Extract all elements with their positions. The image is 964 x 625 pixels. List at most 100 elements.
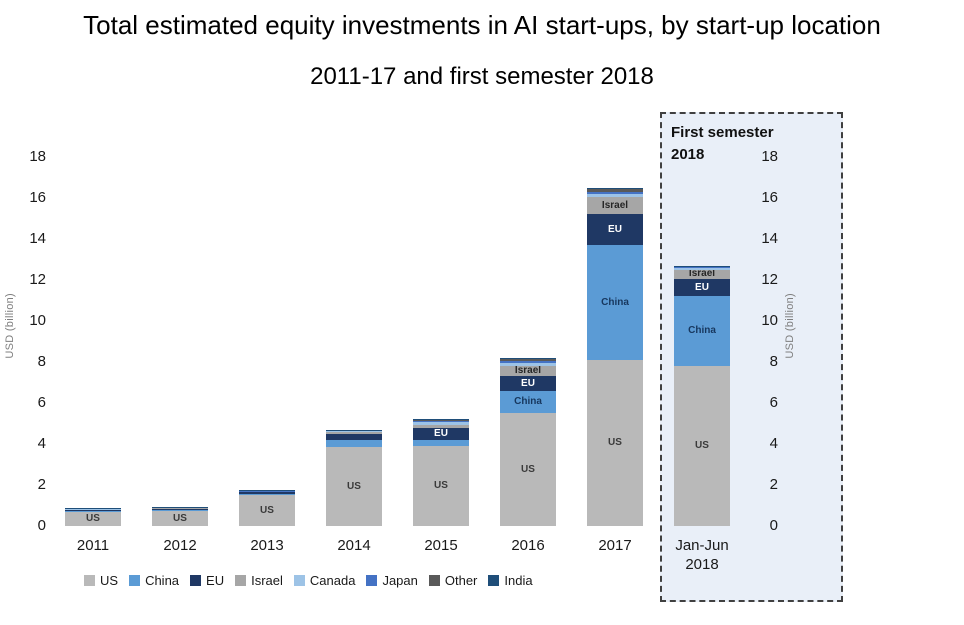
bar-segment-china-Jan-Jun-2018: China bbox=[674, 296, 730, 367]
legend-item-eu: EU bbox=[190, 573, 224, 588]
bar-segment-eu-2014 bbox=[326, 433, 382, 440]
bar-segment-us-2017: US bbox=[587, 359, 643, 526]
bar-segment-canada-2017 bbox=[587, 193, 643, 197]
bar-segment-japan-2014 bbox=[326, 430, 382, 432]
bar-segment-china-2016: China bbox=[500, 390, 556, 414]
legend-label: China bbox=[145, 573, 180, 588]
bar-segment-canada-2016 bbox=[500, 363, 556, 367]
segment-label: Israel bbox=[601, 199, 629, 211]
bar-segment-japan-2017 bbox=[587, 191, 643, 194]
bar-segment-us-2015: US bbox=[413, 446, 469, 526]
bar-segment-eu-2013 bbox=[239, 491, 295, 494]
bar-segment-india-2017 bbox=[587, 187, 643, 189]
legend: US China EU Israel Canada Japan Other India bbox=[84, 573, 533, 588]
x-axis-label-2: 2013 bbox=[250, 537, 284, 554]
y-tick-left-12: 12 bbox=[29, 271, 46, 288]
segment-label: US bbox=[695, 440, 709, 452]
bar-segment-other-2017 bbox=[587, 188, 643, 192]
y-tick-left-6: 6 bbox=[37, 394, 46, 411]
annotation-box-title: First semester 2018 bbox=[671, 124, 774, 163]
legend-label: India bbox=[504, 573, 533, 588]
bar-segment-israel-Jan-Jun-2018: Israel bbox=[674, 268, 730, 280]
segment-label: US bbox=[260, 504, 274, 516]
segment-label: US bbox=[173, 512, 187, 524]
bar-segment-us-2012: US bbox=[152, 511, 208, 526]
legend-item-us: US bbox=[84, 573, 118, 588]
segment-label: US bbox=[608, 436, 622, 448]
legend-item-china: China bbox=[129, 573, 179, 588]
x-axis-label-6: 2017 bbox=[598, 537, 632, 554]
bar-segment-other-Jan-Jun-2018 bbox=[674, 266, 730, 268]
y-tick-right-0: 0 bbox=[769, 517, 778, 534]
y-tick-left-16: 16 bbox=[29, 189, 46, 206]
segment-label: China bbox=[688, 325, 716, 337]
bar-segment-eu-2011 bbox=[65, 509, 121, 511]
segment-label: China bbox=[514, 395, 542, 407]
legend-swatch-china bbox=[129, 575, 141, 586]
bar-segment-china-2014 bbox=[326, 439, 382, 448]
bar-segment-japan-2015 bbox=[413, 421, 469, 423]
segment-label: US bbox=[521, 463, 535, 475]
y-tick-left-8: 8 bbox=[37, 353, 46, 370]
bar-segment-japan-Jan-Jun-2018 bbox=[674, 267, 730, 269]
legend-item-india: India bbox=[488, 573, 533, 588]
segment-label: EU bbox=[695, 281, 709, 293]
bar-segment-china-2017: China bbox=[587, 245, 643, 360]
chart-title: Total estimated equity investments in AI… bbox=[83, 10, 881, 40]
legend-label: EU bbox=[206, 573, 225, 588]
segment-label: US bbox=[86, 512, 100, 524]
y-tick-right-8: 8 bbox=[769, 353, 778, 370]
bar-segment-japan-2016 bbox=[500, 360, 556, 364]
bar-segment-china-2013 bbox=[239, 493, 295, 496]
y-tick-right-10: 10 bbox=[761, 312, 778, 329]
y-tick-left-14: 14 bbox=[29, 230, 46, 247]
bar-segment-us-2013: US bbox=[239, 495, 295, 526]
bar-segment-canada-2014 bbox=[326, 431, 382, 433]
legend-label: Japan bbox=[382, 573, 418, 588]
legend-item-israel: Israel bbox=[235, 573, 283, 588]
legend-swatch-canada bbox=[293, 575, 305, 586]
bar-segment-us-2011: US bbox=[65, 511, 121, 526]
legend-swatch-eu bbox=[190, 575, 202, 586]
y-tick-left-2: 2 bbox=[37, 476, 46, 493]
y-tick-right-12: 12 bbox=[761, 271, 778, 288]
y-tick-right-4: 4 bbox=[769, 435, 778, 452]
bar-segment-eu-2016: EU bbox=[500, 376, 556, 391]
bar-segment-canada-2015 bbox=[413, 422, 469, 425]
bar-segment-eu-2017: EU bbox=[587, 214, 643, 246]
legend-item-japan: Japan bbox=[366, 573, 418, 588]
bar-segment-us-2016: US bbox=[500, 413, 556, 526]
x-axis-label-7: Jan-Jun 2018 bbox=[675, 537, 729, 573]
bar-segment-india-2015 bbox=[413, 419, 469, 421]
x-axis-label-5: 2016 bbox=[511, 537, 545, 554]
bar-segment-eu-2012 bbox=[152, 508, 208, 510]
bar-segment-us-Jan-Jun-2018: US bbox=[674, 366, 730, 526]
x-axis-label-0: 2011 bbox=[76, 537, 110, 554]
legend-swatch-other bbox=[428, 575, 440, 586]
y-tick-right-16: 16 bbox=[761, 189, 778, 206]
segment-label: EU bbox=[434, 427, 448, 439]
bar-segment-eu-2015: EU bbox=[413, 427, 469, 440]
bar-segment-israel-2013 bbox=[239, 491, 295, 492]
legend-item-other: Other bbox=[428, 573, 478, 588]
legend-label: Other bbox=[444, 573, 478, 588]
chart-subtitle: 2011-17 and first semester 2018 bbox=[310, 63, 654, 90]
bar-segment-israel-2014 bbox=[326, 432, 382, 434]
bar-segment-israel-2017: Israel bbox=[587, 196, 643, 215]
y-tick-left-4: 4 bbox=[37, 435, 46, 452]
legend-swatch-india bbox=[488, 575, 500, 586]
legend-swatch-japan bbox=[366, 575, 378, 586]
segment-label: EU bbox=[521, 377, 535, 389]
segment-label: Israel bbox=[688, 268, 716, 280]
bar-segment-us-2014: US bbox=[326, 447, 382, 526]
bar-segment-eu-Jan-Jun-2018: EU bbox=[674, 278, 730, 297]
bar-segment-israel-2012 bbox=[152, 507, 208, 509]
segment-label: US bbox=[434, 480, 448, 492]
bar-segment-other-2016 bbox=[500, 358, 556, 361]
legend-swatch-us bbox=[84, 575, 95, 586]
legend-label: Israel bbox=[251, 573, 283, 588]
y-tick-right-2: 2 bbox=[769, 476, 778, 493]
y-tick-right-18: 18 bbox=[761, 148, 778, 165]
y-tick-right-14: 14 bbox=[761, 230, 778, 247]
